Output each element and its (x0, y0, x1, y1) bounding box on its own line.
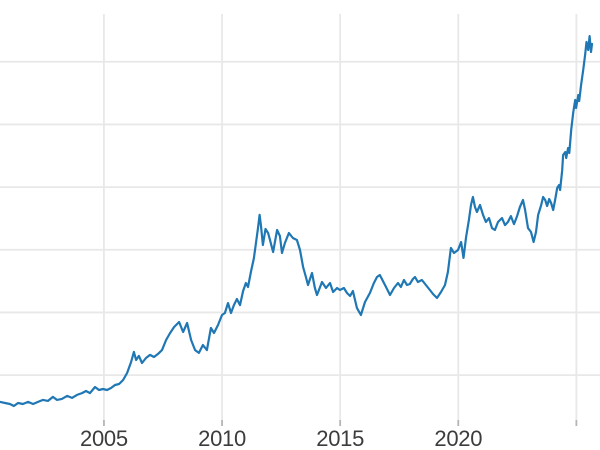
price-line (0, 34, 594, 408)
x-tick-label: 2005 (80, 426, 128, 450)
x-tick-label: 2015 (316, 426, 364, 450)
x-tick-label: 2010 (198, 426, 246, 450)
x-tick-label: 2020 (434, 426, 482, 450)
